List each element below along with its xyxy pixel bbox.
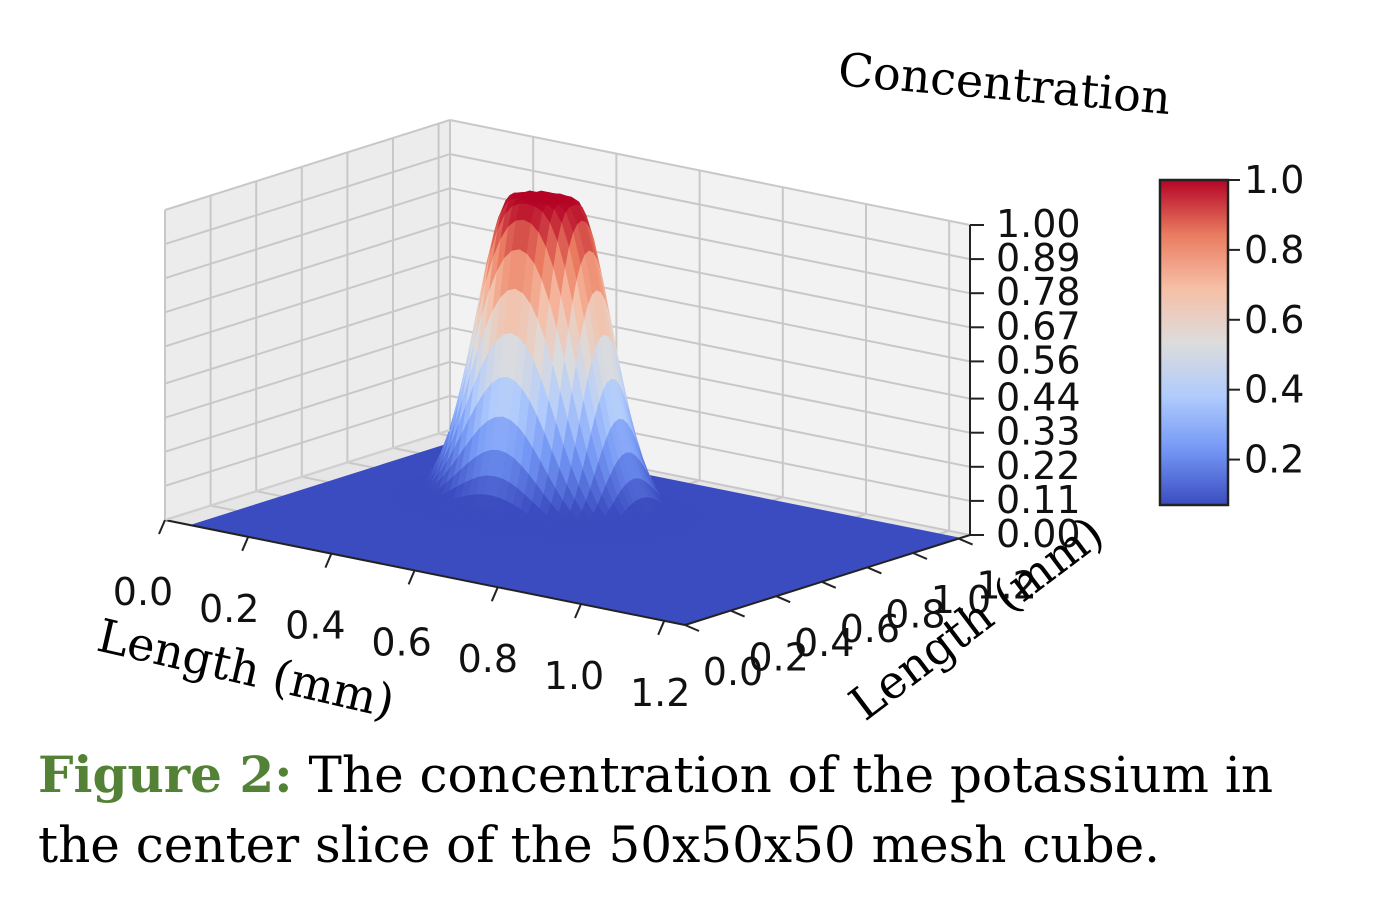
x-tick	[158, 519, 166, 535]
y-tick	[958, 537, 973, 546]
z-tick-label: 0.33	[996, 410, 1081, 454]
z-tick-label: 0.11	[996, 478, 1081, 522]
z-tick-label: 0.89	[996, 236, 1081, 280]
z-tick-label: 0.00	[996, 512, 1081, 556]
x-tick	[241, 536, 250, 552]
y-tick	[867, 566, 882, 575]
colorbar: 0.2 0.4 0.6 0.8 1.0	[1158, 158, 1304, 507]
surface-cell	[602, 539, 617, 545]
x-tick	[490, 586, 499, 602]
figure-label: Figure 2:	[38, 745, 293, 804]
axis-lines: 0.0 0.2 0.4 0.6 0.8 1.0 1.2 0.00.20.40.60.81.01…	[113, 202, 1081, 715]
grid-z-left	[164, 153, 451, 246]
y-tick-label: 1.2	[976, 564, 1036, 608]
colorbar-bar	[1158, 178, 1230, 507]
x-tick-label: 0.0	[113, 570, 173, 614]
z-tick-label: 0.67	[996, 304, 1081, 348]
x-tick-label: 1.0	[544, 654, 604, 698]
y-tick	[730, 609, 745, 618]
left-pane	[165, 120, 450, 520]
x-tick-label: 1.2	[630, 671, 690, 715]
grid-z-left	[164, 360, 451, 453]
z-tick-label: 0.44	[996, 376, 1081, 420]
surface-cell	[618, 538, 632, 544]
floor-edge	[164, 429, 451, 521]
x-tick	[407, 570, 416, 585]
grid-z-left	[164, 187, 451, 280]
z-tick-label: 0.78	[996, 270, 1081, 314]
y-tick-label: 0.8	[885, 592, 945, 636]
grid-z-left	[164, 326, 451, 419]
x-tick	[657, 620, 666, 636]
y-tick	[912, 552, 928, 560]
x-axis-line	[164, 519, 686, 626]
y-axis-line	[684, 534, 971, 626]
surface-plot: 0.0 0.2 0.4 0.6 0.8 1.0 1.2 0.00.20.40.60.81.01…	[93, 42, 1305, 731]
y-tick-label: 1.0	[931, 578, 991, 622]
y-tick-label: 0.6	[840, 607, 900, 651]
grid-z-left	[164, 255, 451, 348]
x-tick-label: 0.2	[199, 587, 259, 631]
surface-cell	[654, 535, 668, 540]
x-tick	[324, 553, 333, 568]
y-tick	[821, 580, 837, 589]
x-tick	[574, 603, 582, 619]
concentration-surface	[190, 190, 961, 625]
x-tick-label: 0.4	[285, 604, 345, 648]
colorbar-tick-label: 0.6	[1244, 298, 1304, 342]
y-tick	[684, 624, 700, 632]
colorbar-tick-label: 0.4	[1244, 368, 1304, 412]
grid-z-left	[164, 394, 451, 487]
grid-z-back	[449, 153, 971, 261]
grid-z-left	[164, 221, 451, 314]
x-tick-label: 0.8	[458, 637, 518, 681]
y-tick-label: 0.2	[748, 636, 808, 680]
y-tick-label: 0.4	[794, 621, 854, 665]
y-tick-label: 0.0	[703, 650, 763, 694]
colorbar-tick-label: 1.0	[1244, 158, 1304, 202]
z-axis-label: Concentration	[836, 42, 1173, 125]
x-tick-label: 0.6	[371, 620, 431, 664]
surface-cell	[634, 537, 648, 543]
grid-z-left	[164, 292, 451, 385]
z-tick-label: 1.00	[996, 202, 1081, 246]
z-tick-label: 0.56	[996, 338, 1081, 382]
grid-z-left	[164, 119, 451, 211]
colorbar-tick-label: 0.2	[1244, 438, 1304, 482]
colorbar-tick-label: 0.8	[1244, 228, 1304, 272]
y-tick	[775, 595, 791, 604]
grid-z-back	[449, 119, 971, 226]
z-tick-label: 0.22	[996, 444, 1081, 488]
figure-caption: Figure 2: The concentration of the potas…	[38, 740, 1368, 880]
caption-text: The concentration of the potassium in th…	[38, 746, 1274, 874]
